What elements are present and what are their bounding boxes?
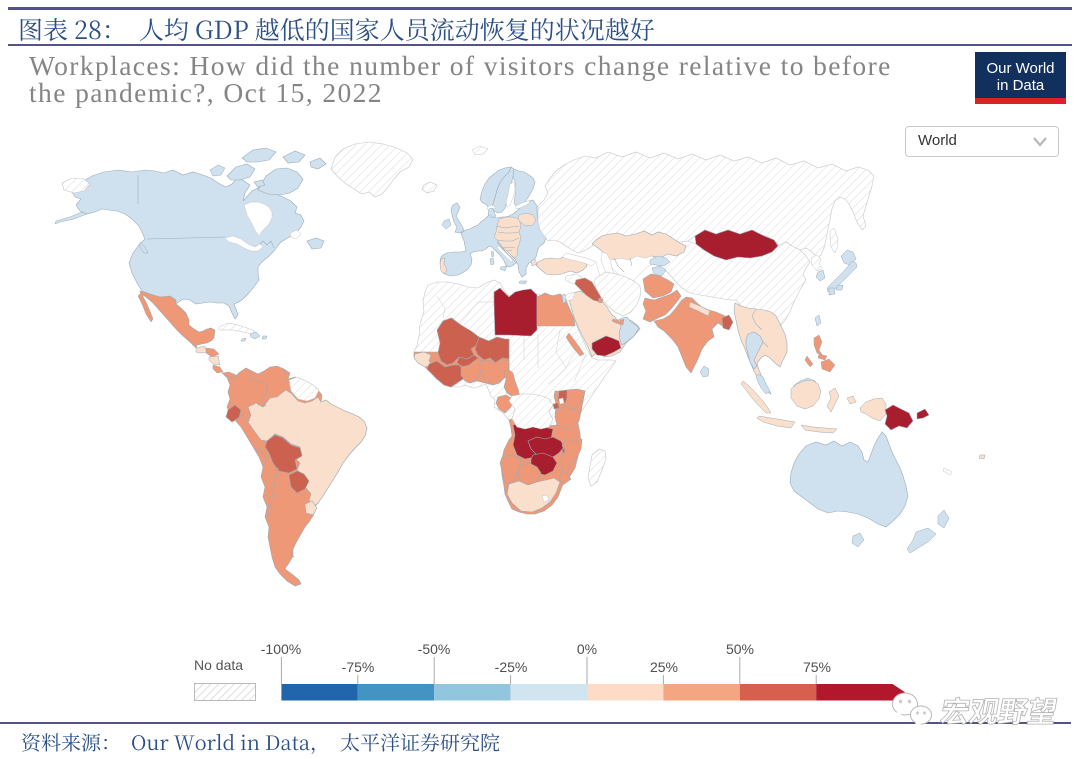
svg-text:75%: 75% <box>803 659 831 675</box>
svg-text:0%: 0% <box>577 641 597 657</box>
svg-text:-100%: -100% <box>261 641 301 657</box>
svg-text:-25%: -25% <box>495 659 528 675</box>
svg-text:50%: 50% <box>726 641 754 657</box>
svg-text:-75%: -75% <box>342 659 375 675</box>
svg-text:-50%: -50% <box>418 641 451 657</box>
svg-text:25%: 25% <box>650 659 678 675</box>
